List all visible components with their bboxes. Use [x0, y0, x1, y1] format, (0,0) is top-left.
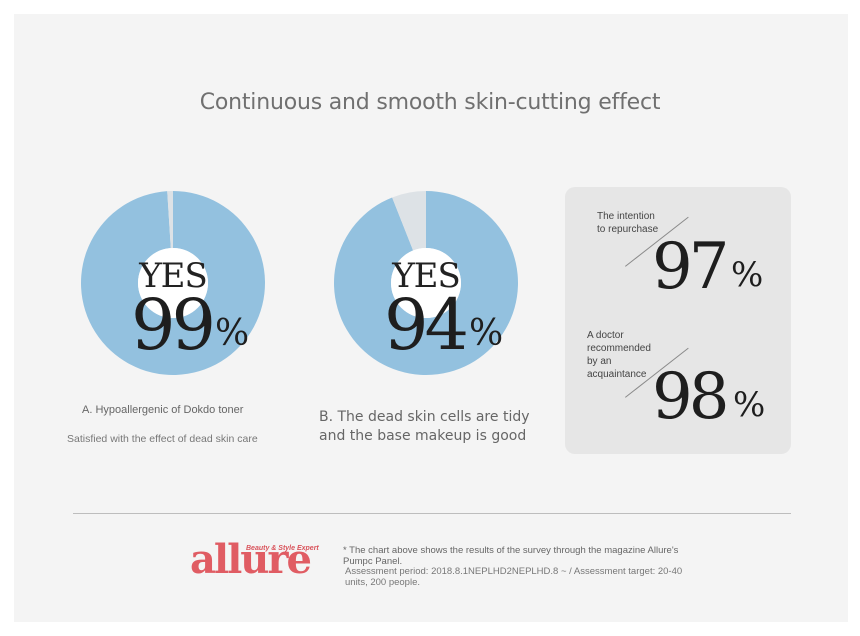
donut-chart-b: [333, 190, 519, 376]
page-title: Continuous and smooth skin-cutting effec…: [199, 90, 661, 115]
percent-sign-b: %: [469, 313, 504, 354]
donut-chart-a: [80, 190, 266, 376]
yes-label-a: YES: [139, 256, 208, 296]
stats-box: [565, 187, 791, 454]
caption-a: A. Hypoallergenic of Dokdo toner: [82, 404, 244, 416]
donut-hole: [138, 248, 208, 318]
stat-sign-repurchase: %: [731, 255, 764, 295]
percent-value-a: 99: [131, 284, 216, 366]
stat-value-doctor: 98: [652, 360, 729, 434]
survey-note: * The chart above shows the results of t…: [343, 545, 679, 567]
donut-hole: [391, 248, 461, 318]
donut-slice-remainder: [167, 191, 173, 249]
stat-value-repurchase: 97: [652, 230, 729, 304]
stat-sign-doctor: %: [733, 385, 766, 425]
donut-slice-yes: [81, 191, 266, 376]
allure-logo: allure: [190, 536, 312, 583]
percent-sign-a: %: [215, 313, 250, 354]
caption-b: B. The dead skin cells are tidy and the …: [319, 409, 530, 444]
donut-slice-remainder: [392, 191, 426, 251]
percent-value-b: 94: [384, 284, 469, 366]
assessment-note: Assessment period: 2018.8.1NEPLHD2NEPLHD…: [345, 566, 683, 588]
subcaption-a: Satisfied with the effect of dead skin c…: [67, 433, 258, 445]
logo-tagline: Beauty & Style Expert: [246, 545, 319, 552]
donut-svg-b: [334, 191, 518, 375]
donut-svg-a: [81, 191, 266, 376]
donut-slice-yes: [334, 191, 518, 375]
footer-divider: [73, 513, 791, 514]
stat-label-repurchase: The intention to repurchase: [597, 211, 659, 235]
stat-label-doctor: A doctor recommended by an acquaintance: [587, 330, 651, 380]
yes-label-b: YES: [392, 256, 461, 296]
